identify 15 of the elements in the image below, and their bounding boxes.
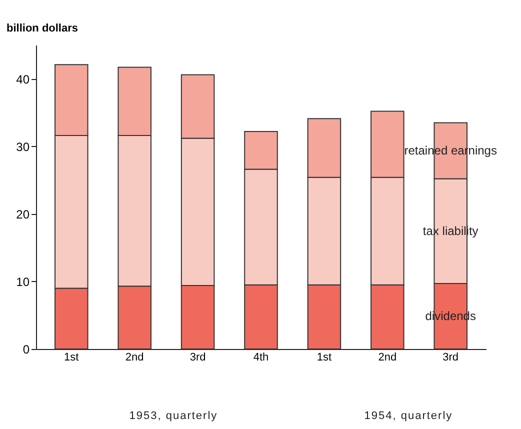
y-tick-label: 40	[16, 72, 30, 86]
x-tick-label: 3rd	[442, 352, 459, 364]
x-tick-label: 1st	[64, 352, 79, 364]
x-tick-label: 3rd	[190, 352, 206, 364]
x-tick-label: 1st	[316, 352, 332, 364]
y-tick-label: 20	[16, 207, 30, 222]
text: 1954, quarterly	[364, 410, 453, 422]
y-tick-label: 10	[16, 274, 30, 289]
x-tick-label: 4th	[253, 352, 269, 364]
y-axis-title: billion dollars	[6, 22, 78, 34]
x-tick-label: 2nd	[378, 352, 397, 364]
y-tick-label: 0	[22, 342, 30, 356]
x-tick-label: 2nd	[125, 352, 144, 364]
y-tick-label: 30	[16, 140, 30, 154]
text: 1953, quarterly	[129, 410, 218, 422]
